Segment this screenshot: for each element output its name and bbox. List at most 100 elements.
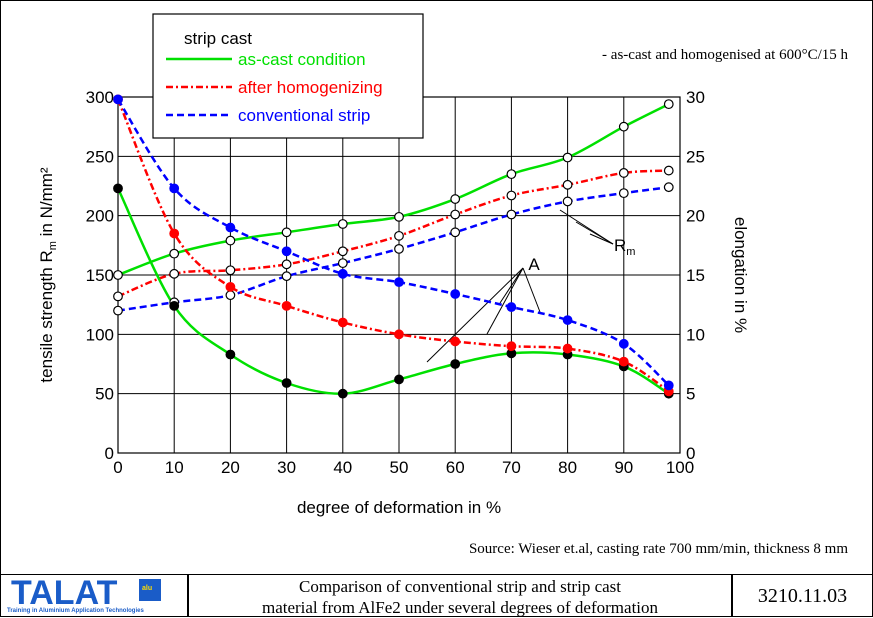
- data-point: [281, 227, 292, 238]
- legend-title: strip cast: [184, 29, 252, 48]
- x-tick-label: 20: [221, 458, 240, 477]
- y2-tick-label: 25: [686, 147, 705, 166]
- data-point: [169, 228, 180, 239]
- data-point: [225, 281, 236, 292]
- annotation-a-leader: [486, 267, 524, 335]
- data-point: [450, 289, 461, 299]
- data-point: [337, 317, 348, 328]
- data-point: [225, 265, 236, 276]
- y-tick-label: 150: [86, 266, 114, 285]
- data-point: [506, 190, 517, 201]
- footer: TALAT alu Training in Aluminium Applicat…: [0, 574, 873, 618]
- data-point: [450, 227, 461, 238]
- x-tick-label: 80: [558, 458, 577, 477]
- data-point: [562, 152, 573, 163]
- series-line-elongation-4: [116, 98, 670, 393]
- legend-label-2: conventional strip: [238, 106, 370, 125]
- annotation-rm-leader: [575, 221, 614, 245]
- series-line-elongation-5: [116, 98, 670, 387]
- y-tick-label: 300: [86, 88, 114, 107]
- data-point: [618, 188, 629, 199]
- data-point: [450, 209, 461, 220]
- data-point: [618, 121, 629, 132]
- data-point: [562, 315, 573, 325]
- data-point: [394, 211, 404, 222]
- y-axis-title: tensile strength Rm in N/mm²: [37, 167, 59, 382]
- data-point: [113, 305, 123, 316]
- legend-label-1: after homogenizing: [238, 78, 383, 97]
- data-point: [394, 243, 404, 254]
- data-point: [113, 183, 123, 194]
- data-point: [225, 235, 236, 246]
- data-point: [281, 246, 292, 257]
- data-point: [663, 165, 674, 176]
- y2-tick-label: 15: [686, 266, 705, 285]
- data-point: [169, 268, 180, 279]
- caption-line-1: Comparison of conventional strip and str…: [299, 577, 621, 596]
- caption-line-2: material from AlFe2 under several degree…: [261, 598, 659, 617]
- annotation-rm-leader: [589, 233, 614, 245]
- data-point: [337, 268, 348, 279]
- data-point: [113, 291, 123, 302]
- data-point: [562, 179, 573, 190]
- talat-logo: TALAT: [11, 574, 118, 612]
- y-tick-label: 0: [105, 444, 114, 463]
- data-point: [394, 277, 404, 288]
- data-point: [169, 248, 180, 259]
- data-point: [281, 378, 292, 388]
- x-tick-label: 0: [113, 458, 122, 477]
- data-point: [663, 380, 674, 391]
- x-axis-title: degree of deformation in %: [297, 498, 501, 517]
- data-point: [169, 300, 180, 311]
- series-line-elongation-3: [116, 187, 670, 395]
- data-point: [562, 196, 573, 207]
- y-tick-label: 100: [86, 325, 114, 344]
- data-point: [281, 271, 292, 282]
- data-point: [337, 258, 348, 269]
- data-point: [506, 169, 517, 180]
- y2-tick-label: 5: [686, 385, 695, 404]
- slide-code: 3210.11.03: [732, 574, 873, 617]
- data-point: [562, 343, 573, 354]
- x-tick-label: 50: [390, 458, 409, 477]
- data-point: [663, 182, 674, 193]
- data-point: [169, 183, 180, 194]
- data-point: [337, 219, 348, 229]
- talat-logo-subtitle: Training in Aluminium Application Techno…: [7, 608, 144, 614]
- data-point: [394, 230, 404, 241]
- caption-box: Comparison of conventional strip and str…: [188, 574, 732, 617]
- data-point: [663, 99, 674, 110]
- y-tick-label: 200: [86, 207, 114, 226]
- data-point: [506, 302, 517, 312]
- data-point: [113, 270, 123, 280]
- eu-flag-icon: alu: [139, 579, 161, 601]
- data-point: [225, 349, 236, 360]
- data-point: [337, 246, 348, 257]
- talat-logo-box: TALAT alu Training in Aluminium Applicat…: [0, 574, 188, 617]
- y2-tick-label: 0: [686, 444, 695, 463]
- annotation-a-leader: [522, 267, 541, 313]
- x-tick-label: 70: [502, 458, 521, 477]
- x-tick-label: 100: [666, 458, 694, 477]
- data-point: [450, 336, 461, 347]
- data-point: [618, 338, 629, 349]
- legend-label-0: as-cast condition: [238, 50, 366, 69]
- x-tick-label: 10: [165, 458, 184, 477]
- legend-box: [152, 13, 424, 139]
- x-tick-label: 60: [446, 458, 465, 477]
- x-tick-label: 90: [614, 458, 633, 477]
- data-point: [394, 374, 404, 385]
- x-tick-label: 30: [277, 458, 296, 477]
- data-point: [225, 222, 236, 233]
- data-point: [506, 209, 517, 220]
- y2-axis-title: elongation in %: [731, 217, 750, 333]
- annotation-note: - as-cast and homogenised at 600°C/15 h: [602, 47, 848, 63]
- series-line-strength-1: [117, 169, 669, 298]
- data-point: [618, 168, 629, 178]
- data-point: [337, 388, 348, 399]
- y2-tick-label: 10: [686, 325, 705, 344]
- data-point: [281, 300, 292, 311]
- annotation-rm-label: Rm: [614, 236, 635, 258]
- annotation-a-leader: [499, 267, 524, 304]
- data-point: [281, 259, 292, 270]
